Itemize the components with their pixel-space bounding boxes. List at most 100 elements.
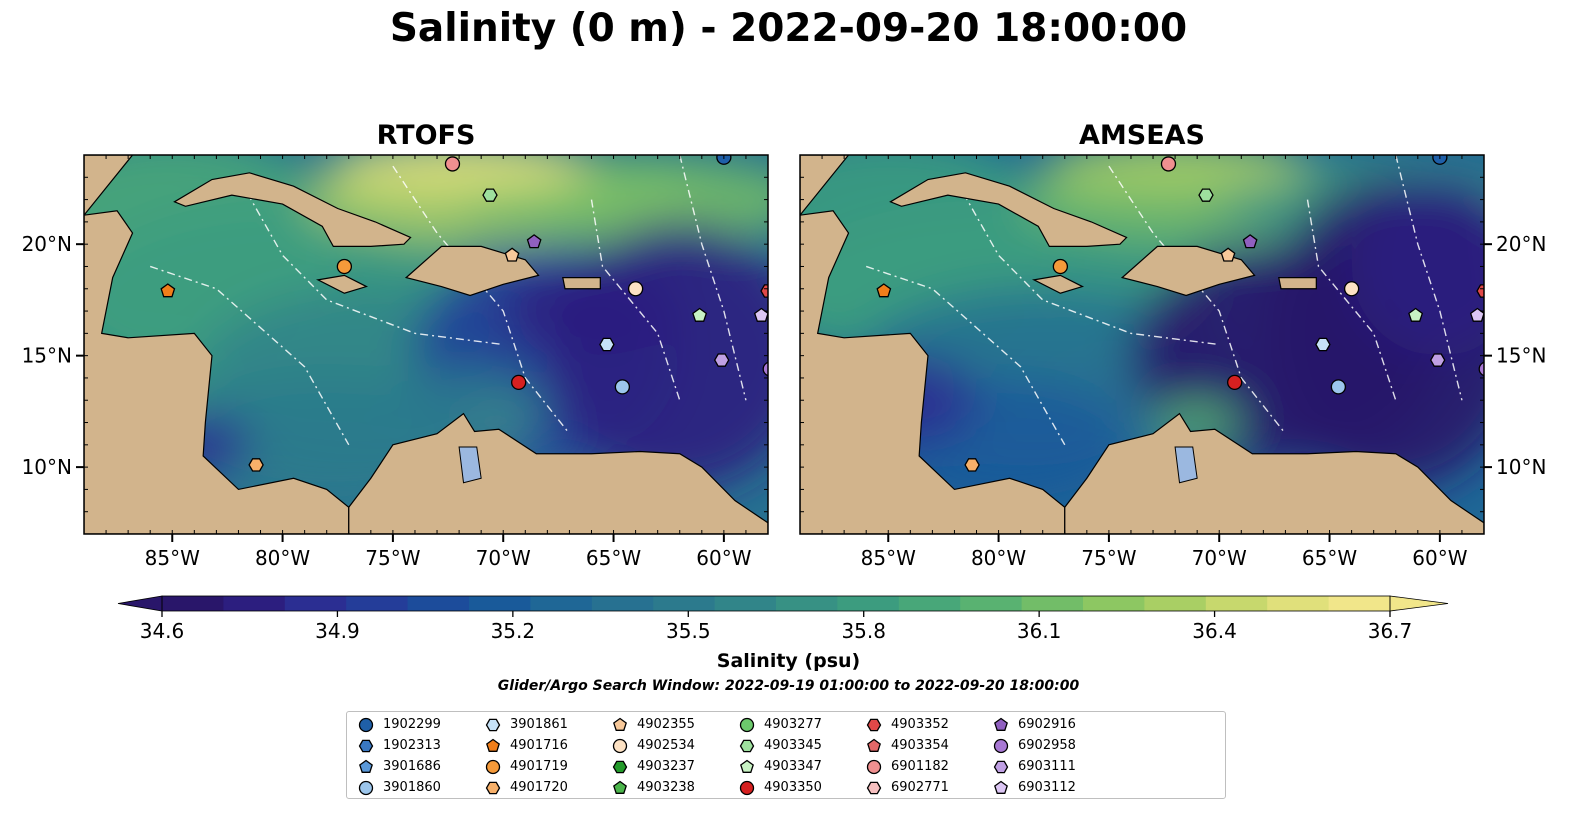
colorbar-segment [898, 596, 961, 611]
colorbar-segment [714, 596, 777, 611]
float-marker-6901182 [444, 156, 461, 172]
lake-maracaibo [458, 446, 482, 484]
legend-item-6903111: 6903111 [992, 756, 1076, 777]
land-yucatan_top [800, 155, 850, 217]
float-marker-6901182 [1160, 156, 1177, 172]
legend-marker-4901720 [485, 781, 501, 794]
lat-tick-label: 20°N [1496, 232, 1546, 256]
figure-title: Salinity (0 m) - 2022-09-20 18:00:00 [389, 6, 1188, 51]
legend-label: 3901861 [510, 717, 568, 732]
legend-label: 4903238 [637, 780, 695, 795]
legend-label: 4902355 [637, 717, 695, 732]
eez-boundary [1306, 199, 1397, 401]
legend-item-4903350: 4903350 [738, 777, 822, 798]
float-marker-4901716 [160, 283, 176, 298]
legend-item-6902958: 6902958 [992, 735, 1076, 756]
colorbar-tick-label: 34.9 [315, 619, 360, 643]
land-jamaica [315, 274, 369, 294]
legend-label: 4901719 [510, 759, 568, 774]
colorbar-segment [960, 596, 1023, 611]
legend-item-4902534: 4902534 [611, 735, 695, 756]
legend-marker-4903237 [612, 760, 628, 773]
float-legend: 1902299 1902313 3901686 3901860 3901861 49017… [346, 711, 1226, 799]
eez-boundary [392, 165, 570, 435]
legend-marker-icon [613, 717, 627, 731]
float-marker-3901860 [1330, 379, 1347, 395]
search-window-note: Glider/Argo Search Window: 2022-09-19 01… [497, 678, 1080, 694]
colorbar-segment [1328, 596, 1391, 611]
float-marker-4902534 [627, 281, 644, 297]
legend-item-4901719: 4901719 [484, 756, 568, 777]
float-marker-4901719 [1052, 258, 1069, 275]
float-marker-4903347 [692, 307, 708, 322]
float-marker-6902958 [1478, 361, 1484, 377]
legend-marker-4903238 [613, 780, 627, 794]
legend-label: 4903347 [764, 759, 822, 774]
colorbar-segment [591, 596, 654, 611]
colorbar-segment [653, 596, 716, 611]
colorbar: 34.6 34.9 35.2 35.5 35.8 36.1 36.4 36.7 [117, 595, 1449, 643]
legend-marker-icon [739, 739, 755, 752]
eez-boundary [237, 176, 504, 346]
legend-marker-6903111 [993, 760, 1009, 773]
legend-label: 4903354 [891, 738, 949, 753]
legend-marker-1902299 [358, 717, 374, 732]
colorbar-segment [837, 596, 900, 611]
legend-marker-icon [739, 717, 755, 732]
colorbar-segment [346, 596, 409, 611]
land-jamaica [1031, 274, 1085, 294]
colorbar-segment [469, 596, 531, 611]
lat-tick-label: 20°N [22, 232, 72, 256]
float-marker-4903345 [1198, 188, 1214, 202]
legend-item-4903277: 4903277 [738, 714, 822, 735]
float-marker-4903345 [482, 188, 498, 202]
panel-title-amseas: AMSEAS [1079, 120, 1205, 151]
eez-boundary [679, 155, 747, 401]
legend-marker-icon [740, 759, 754, 773]
lake-maracaibo [1174, 446, 1198, 484]
float-marker-3901861 [1315, 337, 1331, 352]
land-cuba [889, 172, 1128, 248]
land [84, 155, 768, 534]
land-southam [1064, 412, 1484, 534]
legend-marker-icon [358, 780, 374, 795]
colorbar-tick-label: 36.7 [1368, 619, 1413, 643]
legend-marker-icon [359, 759, 373, 773]
legend-label: 4902534 [637, 738, 695, 753]
legend-marker-icon [613, 780, 627, 794]
colorbar-tick-label: 36.4 [1192, 619, 1237, 643]
legend-marker-4903350 [739, 780, 755, 795]
legend-label: 4903350 [764, 780, 822, 795]
legend-marker-icon [612, 738, 628, 753]
legend-marker-4902534 [612, 738, 628, 753]
float-marker-1902299 [716, 155, 732, 165]
colorbar-tick-label: 35.8 [841, 619, 886, 643]
legend-marker-icon [993, 738, 1009, 753]
legend-item-4903347: 4903347 [738, 756, 822, 777]
legend-marker-4902355 [613, 717, 627, 731]
map-panel-rtofs: 85°W 80°W 75°W 70°W 65°W 60°W 10°N 15°N 20°N [22, 154, 769, 570]
map-frame [799, 154, 1485, 535]
legend-marker-3901860 [358, 780, 374, 795]
legend-marker-icon [866, 759, 882, 774]
colorbar-segment [530, 596, 593, 611]
colorbar-tick-label: 35.2 [491, 619, 536, 643]
lat-tick-label: 15°N [1496, 344, 1546, 368]
legend-item-6902771: 6902771 [865, 777, 949, 798]
legend-label: 4903352 [891, 717, 949, 732]
colorbar-segment [1267, 596, 1330, 611]
colorbar-segment [407, 596, 470, 611]
lon-tick-label: 70°W [1192, 546, 1247, 570]
float-marker-3901860 [614, 379, 631, 395]
colorbar-tick-label: 35.5 [666, 619, 711, 643]
legend-marker-icon [739, 780, 755, 795]
float-marker-6903111 [713, 353, 730, 367]
float-marker-4901720 [964, 458, 980, 472]
colorbar-segment [1144, 596, 1207, 611]
eez-boundary [865, 265, 1066, 446]
legend-label: 6903111 [1018, 759, 1076, 774]
eez-boundary [149, 265, 350, 446]
legend-item-1902299: 1902299 [357, 714, 441, 735]
float-marker-4903350 [511, 374, 527, 391]
salinity-field [84, 155, 768, 512]
